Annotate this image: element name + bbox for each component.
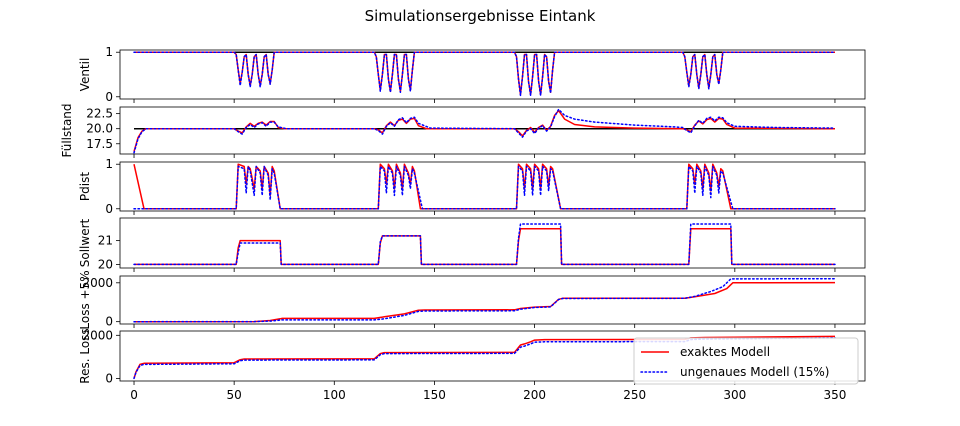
y-tick-label: 0 bbox=[105, 315, 113, 329]
y-axis-label: Sollwert bbox=[78, 218, 92, 267]
x-tick-label: 350 bbox=[824, 388, 847, 402]
series-line bbox=[133, 165, 836, 210]
x-tick-label: 100 bbox=[323, 388, 346, 402]
y-tick-label: 20.0 bbox=[86, 122, 113, 136]
y-tick-label: 0 bbox=[105, 202, 113, 216]
y-tick-label: 1 bbox=[105, 45, 113, 59]
x-tick-label: 150 bbox=[423, 388, 446, 402]
y-tick-label: 20 bbox=[98, 257, 113, 271]
panel-3: 0 1 Pdist bbox=[78, 157, 866, 216]
y-tick-label: 1 bbox=[105, 157, 113, 171]
y-tick-label: 2000 bbox=[82, 328, 113, 342]
series-group bbox=[133, 108, 836, 154]
panel-1: 0 1 Ventil bbox=[78, 45, 866, 104]
series-line bbox=[133, 337, 836, 380]
series-line bbox=[133, 51, 836, 97]
y-tick-label: 21 bbox=[98, 234, 113, 248]
series-line bbox=[133, 108, 836, 154]
series-group bbox=[133, 51, 836, 97]
y-axis-label: Ventil bbox=[78, 58, 92, 92]
series-line bbox=[133, 281, 836, 323]
y-axis-label: Pdist bbox=[78, 172, 92, 201]
x-tick-label: 50 bbox=[227, 388, 242, 402]
panel-4: 20 21 Sollwert bbox=[78, 217, 866, 272]
y-tick-label: 17.5 bbox=[86, 137, 113, 151]
y-tick-label: 0 bbox=[105, 90, 113, 104]
series-line bbox=[133, 109, 836, 152]
panel-6: 0 2000 0 50 100 150 200 250 300 350 Res. Loss bbox=[78, 328, 866, 402]
axes-frame bbox=[119, 330, 866, 382]
y-axis-label: Loss +5% bbox=[78, 270, 92, 329]
legend: exaktes Modell ungenaues Modell (15%) bbox=[633, 337, 859, 385]
x-tick-label: 200 bbox=[523, 388, 546, 402]
axes-frame bbox=[119, 275, 866, 325]
x-tick-label: 0 bbox=[130, 388, 138, 402]
legend-label: exaktes Modell bbox=[680, 345, 770, 359]
y-tick-label: 22.5 bbox=[86, 107, 113, 121]
series-line bbox=[133, 277, 836, 323]
legend-frame bbox=[633, 337, 859, 385]
axes-frame bbox=[119, 49, 866, 100]
axes-frame bbox=[119, 217, 866, 269]
y-tick-label: 2000 bbox=[82, 276, 113, 290]
x-tick-label: 250 bbox=[623, 388, 646, 402]
panels: 0 1 Ventil 17.520.022.5 Füllstand 0 1 Pdist 20 21… bbox=[60, 45, 866, 402]
axes-frame bbox=[119, 161, 866, 212]
series-group bbox=[133, 223, 836, 266]
y-axis-label: Res. Loss bbox=[78, 328, 92, 383]
series-line bbox=[134, 51, 835, 96]
axes-frame bbox=[119, 106, 866, 155]
y-axis-label: Füllstand bbox=[60, 103, 74, 157]
legend-label: ungenaues Modell (15%) bbox=[680, 365, 829, 379]
y-tick-label: 0 bbox=[105, 371, 113, 385]
series-line bbox=[133, 223, 836, 266]
x-tick-label: 300 bbox=[723, 388, 746, 402]
series-group bbox=[133, 163, 836, 210]
series-group bbox=[133, 277, 836, 323]
chart-title: Simulationsergebnisse Eintank bbox=[365, 7, 596, 25]
panel-2: 17.520.022.5 Füllstand bbox=[60, 103, 866, 158]
series-line bbox=[133, 163, 835, 210]
